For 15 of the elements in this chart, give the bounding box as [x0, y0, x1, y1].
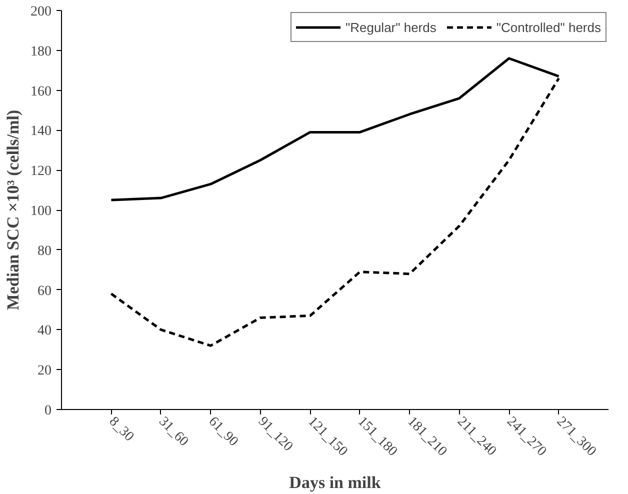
y-tick-label: 60: [38, 284, 52, 299]
y-tick-label: 80: [38, 244, 52, 259]
y-tick-label: 0: [44, 404, 52, 418]
y-tick-label: 100: [30, 204, 52, 219]
y-tick-label: 200: [30, 4, 52, 20]
x-axis-title: Days in milk: [289, 472, 382, 492]
y-tick-label: 180: [30, 44, 52, 60]
legend-label: "Regular" herds: [345, 20, 436, 34]
y-axis-title: Median SCC ×10³ (cells/ml): [4, 110, 22, 310]
y-tick-label: 160: [30, 84, 52, 100]
legend-label: "Controlled" herds: [496, 20, 601, 34]
y-tick-label: 40: [38, 324, 52, 339]
y-tick-label: 20: [38, 364, 52, 379]
y-tick-label: 120: [30, 164, 52, 180]
y-tick-label: 140: [30, 124, 52, 140]
